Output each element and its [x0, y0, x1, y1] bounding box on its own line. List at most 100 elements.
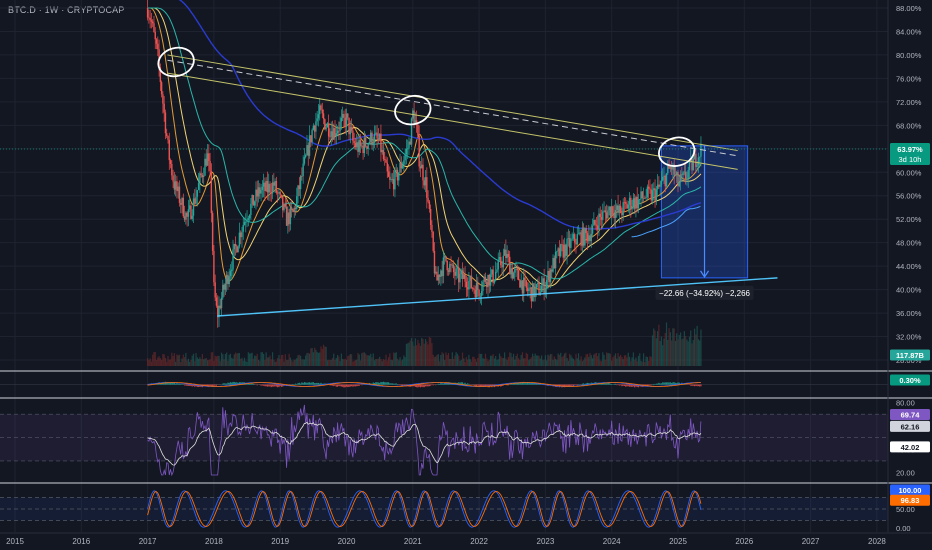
measure-label[interactable]: −22.66 (−34.92%) −2,266 [659, 289, 751, 298]
macd-hist-bar [382, 381, 385, 385]
volume-bar [275, 361, 277, 366]
candle-body [257, 187, 260, 197]
candle-body [394, 170, 396, 190]
volume-bar [577, 353, 580, 366]
candle-body [684, 171, 687, 180]
macd-hist-bar [352, 384, 354, 387]
candle-body [554, 251, 557, 269]
volume-bar [410, 337, 413, 366]
macd-hist-bar [380, 381, 382, 385]
volume-bar [268, 357, 270, 366]
macd-hist-bar [427, 384, 429, 387]
volume-bar [259, 360, 261, 366]
candle-body [455, 268, 457, 276]
volume-bar [265, 352, 267, 366]
macd-hist-bar [621, 384, 623, 387]
macd-hist-bar [690, 384, 692, 386]
volume-bar [456, 353, 459, 366]
candle-body [333, 128, 335, 140]
candle-body [229, 271, 232, 277]
volume-bar [408, 342, 410, 366]
volume-bar [351, 354, 353, 366]
candle-body [528, 289, 530, 292]
candle-body [237, 246, 239, 253]
trend-lines[interactable] [155, 44, 778, 317]
volume-bar [609, 353, 612, 366]
macd-hist-bar [212, 384, 214, 387]
channel-mid-dashed-line [167, 59, 738, 157]
volume-bars [147, 322, 702, 366]
candle-body [483, 276, 485, 282]
candle-body [326, 123, 329, 128]
candle-body [693, 153, 696, 160]
volume-bar [450, 358, 452, 366]
volume-bar [432, 354, 434, 366]
volume-bar [534, 353, 536, 366]
candle-body [155, 39, 158, 44]
stoch-tick-label: 0.00 [896, 524, 911, 533]
candle-body [604, 210, 607, 213]
candle-body [667, 165, 669, 174]
volume-bar [470, 361, 473, 366]
macd-hist-bar [530, 382, 532, 385]
volume-bar [348, 355, 350, 366]
candle-body [224, 283, 227, 290]
candle-body [282, 197, 284, 211]
candle-body [167, 135, 169, 140]
volume-bar [186, 360, 188, 366]
volume-bar [574, 360, 576, 366]
volume-bar [595, 352, 597, 366]
volume-bar [315, 349, 317, 366]
candle-body [595, 224, 598, 226]
y-tick-label: 88.00% [896, 4, 922, 13]
chart-symbol-title[interactable]: BTC.D · 1W · CRYPTOCAP [8, 5, 125, 15]
volume-bar [349, 354, 351, 366]
macd-hist-bar [473, 384, 475, 386]
candle-body [542, 278, 544, 286]
candle-body [588, 235, 590, 242]
volume-bar [631, 357, 633, 366]
macd-hist-bar [646, 384, 648, 386]
candle-body [153, 23, 155, 33]
candle-body [612, 206, 614, 215]
countdown-badge: 3d 10h [899, 155, 922, 164]
macd-hist-bar [584, 384, 586, 385]
candle-body [591, 225, 594, 234]
candle-body [534, 287, 536, 298]
x-tick-label: 2015 [6, 537, 24, 546]
volume-bar [588, 356, 590, 366]
volume-bar [208, 360, 210, 366]
macd-hist-bar [481, 384, 483, 387]
volume-bar [614, 353, 617, 366]
candle-body [644, 197, 646, 199]
volume-bar [634, 359, 636, 366]
volume-bar [682, 338, 684, 366]
candle-body [210, 170, 213, 214]
macd-hist-bar [236, 382, 238, 385]
volume-bar [212, 352, 214, 366]
volume-bar [148, 360, 150, 366]
stoch-d-badge-bg [890, 494, 930, 506]
circle-highlight [394, 94, 432, 126]
candle-body [294, 207, 297, 209]
rsi-value-badge-bg [890, 409, 930, 421]
macd-hist-bar [372, 382, 374, 385]
volume-bar [270, 359, 272, 366]
candle-body [359, 140, 362, 147]
candle-body [168, 139, 170, 161]
macd-hist-bar [256, 384, 258, 386]
volume-bar [597, 356, 599, 366]
candle-body [311, 129, 313, 143]
candle-body [382, 150, 385, 160]
pane-separators[interactable] [0, 0, 932, 534]
candle-body [460, 270, 462, 274]
volume-bar [379, 356, 381, 366]
candle-body [614, 210, 617, 218]
candle-body [348, 117, 350, 135]
volume-bar [191, 355, 193, 366]
volume-bar [171, 352, 173, 366]
macd-hist-bar [307, 382, 309, 385]
macd-hist-bar [417, 384, 419, 388]
macd-hist-bar [585, 383, 587, 385]
